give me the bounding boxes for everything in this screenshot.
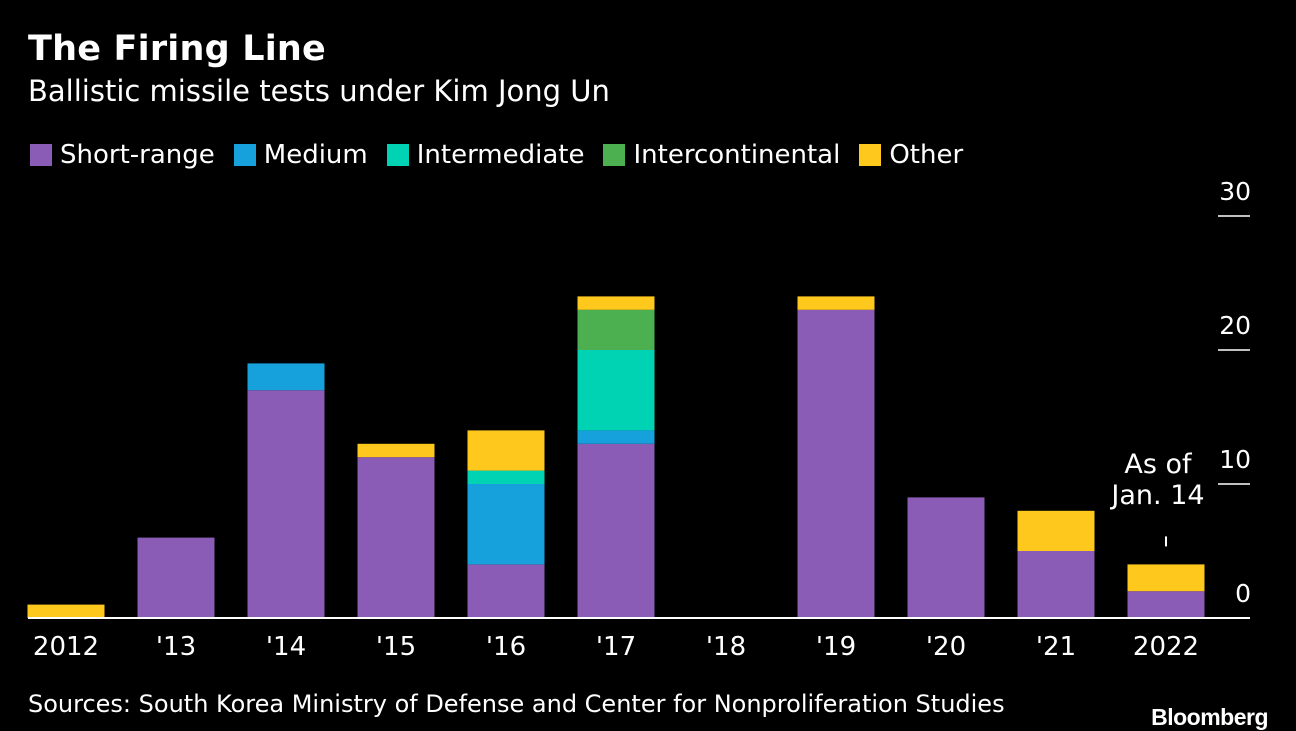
bar-segment-short-range — [577, 443, 655, 618]
legend-label-medium: Medium — [263, 140, 368, 170]
bar-segment-short-range — [247, 390, 325, 618]
legend-swatch-intermediate — [386, 144, 409, 166]
y-tick-label: 10 — [1219, 445, 1251, 474]
bar-segment-other — [1127, 564, 1205, 592]
bar-segment-medium — [467, 484, 545, 565]
bar-segment-short-range — [1127, 591, 1205, 618]
x-tick-label: '19 — [816, 632, 856, 662]
legend-swatch-intercontinental — [603, 144, 626, 166]
bar-segment-medium — [577, 430, 655, 444]
bar-segment-short-range — [357, 457, 435, 618]
annotation-text: Jan. 14 — [1109, 480, 1204, 511]
y-tick-label: 0 — [1235, 579, 1251, 608]
annotation-text: As of — [1124, 449, 1193, 480]
legend-item-other: Other — [859, 140, 963, 170]
bloomberg-logo: Bloomberg — [1151, 704, 1268, 730]
bar-segment-intermediate — [467, 470, 545, 484]
x-tick-label: '14 — [266, 632, 306, 662]
bar-segment-other — [797, 296, 875, 310]
legend-swatch-medium — [233, 144, 256, 166]
y-tick-label: 20 — [1219, 311, 1251, 340]
bar-segment-intercontinental — [577, 309, 655, 350]
x-tick-label: '21 — [1036, 632, 1076, 662]
bar-segment-intermediate — [577, 350, 655, 431]
legend-item-intermediate: Intermediate — [386, 140, 585, 170]
bar-segment-other — [577, 296, 655, 310]
x-tick-label: '13 — [156, 632, 196, 662]
x-tick-label: '20 — [926, 632, 966, 662]
legend-item-intercontinental: Intercontinental — [603, 140, 840, 170]
legend: Short-range Medium Intermediate Intercon… — [30, 140, 982, 170]
x-tick-label: '18 — [706, 632, 746, 662]
legend-swatch-other — [859, 144, 882, 166]
y-tick-label: 30 — [1219, 177, 1251, 206]
x-tick-label: '15 — [376, 632, 416, 662]
bar-segment-short-range — [137, 537, 215, 618]
bar-segment-other — [467, 430, 545, 471]
bar-segment-other — [1017, 510, 1095, 551]
bar-segment-short-range — [467, 564, 545, 618]
chart-subtitle: Ballistic missile tests under Kim Jong U… — [28, 74, 610, 108]
legend-label-short-range: Short-range — [60, 140, 215, 170]
x-tick-label: '17 — [596, 632, 636, 662]
source-note: Sources: South Korea Ministry of Defense… — [28, 690, 1005, 718]
chart-title: The Firing Line — [28, 29, 326, 69]
legend-item-short-range: Short-range — [30, 140, 215, 170]
bar-segment-short-range — [1017, 551, 1095, 618]
bar-segment-other — [27, 604, 105, 618]
bar-segment-short-range — [907, 497, 985, 618]
x-tick-label: 2022 — [1133, 632, 1199, 662]
bar-segment-other — [357, 443, 435, 458]
x-tick-label: '16 — [486, 632, 526, 662]
legend-label-other: Other — [889, 140, 964, 170]
x-tick-label: 2012 — [33, 632, 99, 662]
legend-swatch-short-range — [30, 144, 52, 166]
bar-segment-short-range — [797, 309, 875, 618]
legend-label-intercontinental: Intercontinental — [633, 140, 841, 170]
legend-label-intermediate: Intermediate — [416, 140, 585, 170]
legend-item-medium: Medium — [233, 140, 368, 170]
bar-segment-medium — [247, 363, 325, 391]
